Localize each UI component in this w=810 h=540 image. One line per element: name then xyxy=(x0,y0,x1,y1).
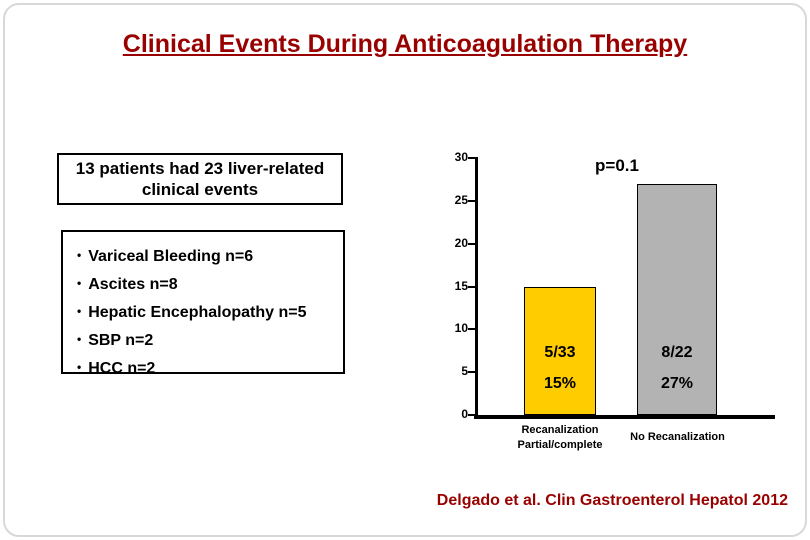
citation: Delgado et al. Clin Gastroenterol Hepato… xyxy=(436,492,788,509)
p-value-label: p=0.1 xyxy=(595,156,639,175)
bar-no-recanalization: 8/22 27% xyxy=(637,183,717,415)
event-item-label: Variceal Bleeding n=6 xyxy=(88,248,254,265)
x-axis xyxy=(474,415,775,419)
x-axis-label-no-recanalization: No Recanalization xyxy=(630,431,725,443)
y-axis-tick-label: 0 xyxy=(461,407,468,421)
y-axis-tick-mark xyxy=(468,371,475,374)
bullet-icon: • xyxy=(77,360,82,374)
bullet-icon: • xyxy=(77,276,82,290)
y-axis-tick-mark xyxy=(468,328,475,331)
event-item-label: Hepatic Encephalopathy n=5 xyxy=(88,304,307,321)
event-item: • Variceal Bleeding n=6 xyxy=(77,242,337,270)
events-box: • Variceal Bleeding n=6 • Ascites n=8 • Hepat… xyxy=(61,230,345,377)
y-axis-tick-label: 5 xyxy=(461,364,468,379)
bullet-icon: • xyxy=(77,332,82,346)
bullet-icon: • xyxy=(77,304,82,318)
bar-percent-label: 15% xyxy=(543,375,577,392)
y-axis xyxy=(475,157,478,418)
event-item-label: HCC n=2 xyxy=(88,360,156,377)
event-item: • Ascites n=8 xyxy=(77,270,337,298)
y-axis-tick-mark xyxy=(468,199,475,202)
event-item-label: SBP n=2 xyxy=(88,332,154,349)
x-axis-label-recanalization: Recanalization Partial/complete xyxy=(517,424,603,451)
bullet-icon: • xyxy=(77,248,82,262)
bar-recanalization: 5/33 15% xyxy=(524,286,596,415)
event-item: • SBP n=2 xyxy=(77,326,337,354)
y-axis-tick-mark xyxy=(468,414,475,416)
summary-text: 13 patients had 23 liver-related clinica… xyxy=(75,159,325,199)
y-axis-tick-mark xyxy=(468,242,475,245)
y-axis-tick-label: 25 xyxy=(454,192,468,207)
y-axis-tick-label: 30 xyxy=(454,150,468,164)
events-list: • Variceal Bleeding n=6 • Ascites n=8 • Hepat… xyxy=(63,232,343,382)
y-axis-tick-label: 15 xyxy=(454,278,468,293)
y-axis-tick-mark xyxy=(468,285,475,288)
y-axis-tick-label: 20 xyxy=(454,235,468,250)
event-item-label: Ascites n=8 xyxy=(88,276,178,293)
y-axis-tick-mark xyxy=(468,157,475,159)
slide-title: Clinical Events During Anticoagulation T… xyxy=(122,30,688,58)
bar-count-label: 8/22 xyxy=(661,343,693,361)
event-item: • Hepatic Encephalopathy n=5 xyxy=(77,298,337,326)
bar-count-label: 5/33 xyxy=(544,344,576,361)
y-axis-tick-label: 10 xyxy=(454,321,468,336)
summary-box: 13 patients had 23 liver-related clinica… xyxy=(57,153,343,205)
event-item: • HCC n=2 xyxy=(77,354,337,382)
bar-percent-label: 27% xyxy=(660,374,694,392)
